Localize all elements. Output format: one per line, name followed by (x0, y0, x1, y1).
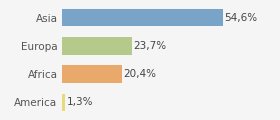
Bar (62, 9, 223, 26)
Text: 23,7%: 23,7% (133, 41, 166, 51)
Bar (62, 37, 132, 55)
Text: 20,4%: 20,4% (123, 69, 156, 79)
Bar (62, 94, 66, 111)
Bar (62, 65, 122, 83)
Text: 54,6%: 54,6% (225, 13, 258, 23)
Text: 1,3%: 1,3% (67, 97, 94, 107)
